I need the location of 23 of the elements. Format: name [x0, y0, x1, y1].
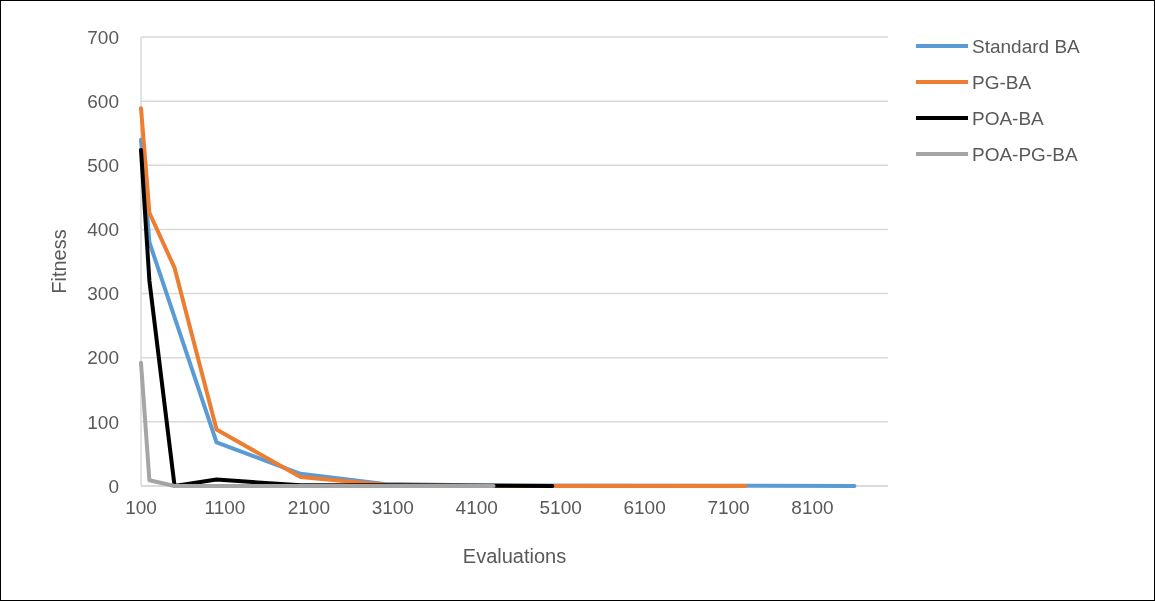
y-tick-label: 200	[87, 347, 119, 369]
y-tick-label: 0	[108, 475, 119, 497]
y-tick-label: 300	[87, 283, 119, 305]
y-tick-label: 400	[87, 219, 119, 241]
x-tick-label: 4100	[455, 497, 498, 518]
y-tick-label: 700	[87, 26, 119, 48]
y-axis-title: Fitness	[48, 229, 70, 294]
y-tick-label: 100	[87, 411, 119, 433]
x-tick-label: 8100	[791, 497, 834, 518]
x-tick-label: 1100	[204, 497, 246, 518]
y-tick-label: 500	[87, 154, 119, 176]
x-tick-label: 6100	[623, 497, 666, 518]
x-tick-label: 2100	[287, 497, 331, 518]
x-axis-title: Evaluations	[462, 545, 567, 567]
legend-label: POA-PG-BA	[972, 143, 1078, 165]
legend-label: Standard BA	[972, 35, 1081, 57]
x-tick-label: 5100	[539, 497, 582, 518]
legend-label: PG-BA	[972, 71, 1032, 93]
legend-label: POA-BA	[972, 107, 1045, 129]
x-tick-label: 100	[125, 497, 157, 518]
x-tick-label: 3100	[371, 497, 414, 518]
x-tick-label: 7100	[707, 497, 750, 518]
y-tick-label: 600	[87, 90, 119, 112]
